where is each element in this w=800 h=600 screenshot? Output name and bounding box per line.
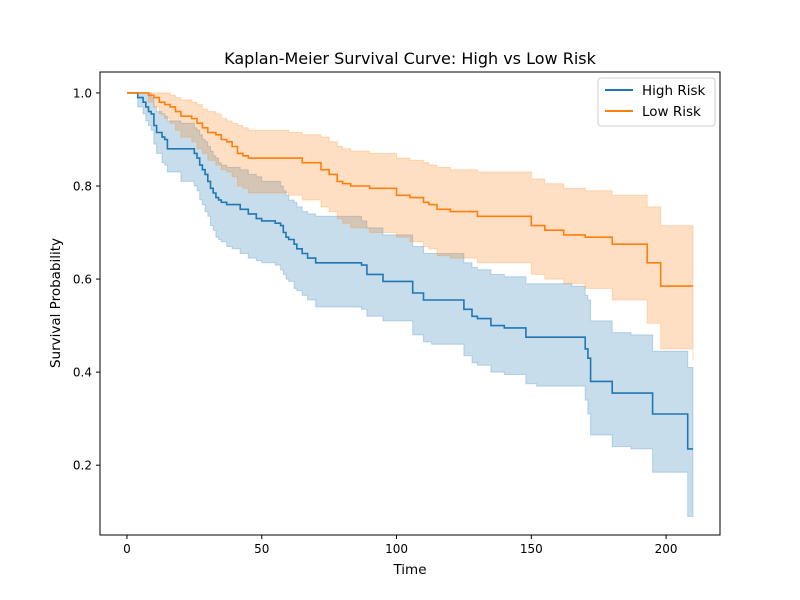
x-axis-ticks: 0 50 100 150 200 — [123, 535, 678, 556]
survival-line-low-risk — [127, 92, 693, 287]
survival-line-high-risk — [127, 92, 693, 450]
x-tick-label: 0 — [123, 542, 131, 556]
axes-frame — [99, 71, 721, 536]
legend: High Risk Low Risk — [597, 77, 716, 127]
y-axis-label: Survival Probability — [48, 238, 64, 368]
plot-area — [99, 71, 721, 536]
x-tick-label: 100 — [385, 542, 408, 556]
y-tick-label: 0.8 — [73, 180, 92, 194]
confidence-band-high-risk — [127, 92, 694, 517]
y-tick-label: 1.0 — [73, 86, 92, 100]
y-tick-label: 0.6 — [73, 273, 92, 287]
y-tick-label: 0.4 — [73, 366, 92, 380]
x-tick-label: 50 — [254, 542, 269, 556]
x-axis-label: Time — [392, 562, 426, 578]
survival-lines — [127, 92, 693, 450]
y-axis-ticks: 0.2 0.4 0.6 0.8 1.0 — [73, 86, 100, 473]
legend-label-high-risk: High Risk — [642, 83, 705, 99]
confidence-bands — [127, 92, 694, 517]
legend-label-low-risk: Low Risk — [642, 104, 701, 120]
y-tick-label: 0.2 — [73, 459, 92, 473]
confidence-band-low-risk — [127, 92, 694, 361]
chart-title: Kaplan-Meier Survival Curve: High vs Low… — [224, 49, 596, 68]
x-tick-label: 200 — [655, 542, 678, 556]
x-tick-label: 150 — [520, 542, 543, 556]
